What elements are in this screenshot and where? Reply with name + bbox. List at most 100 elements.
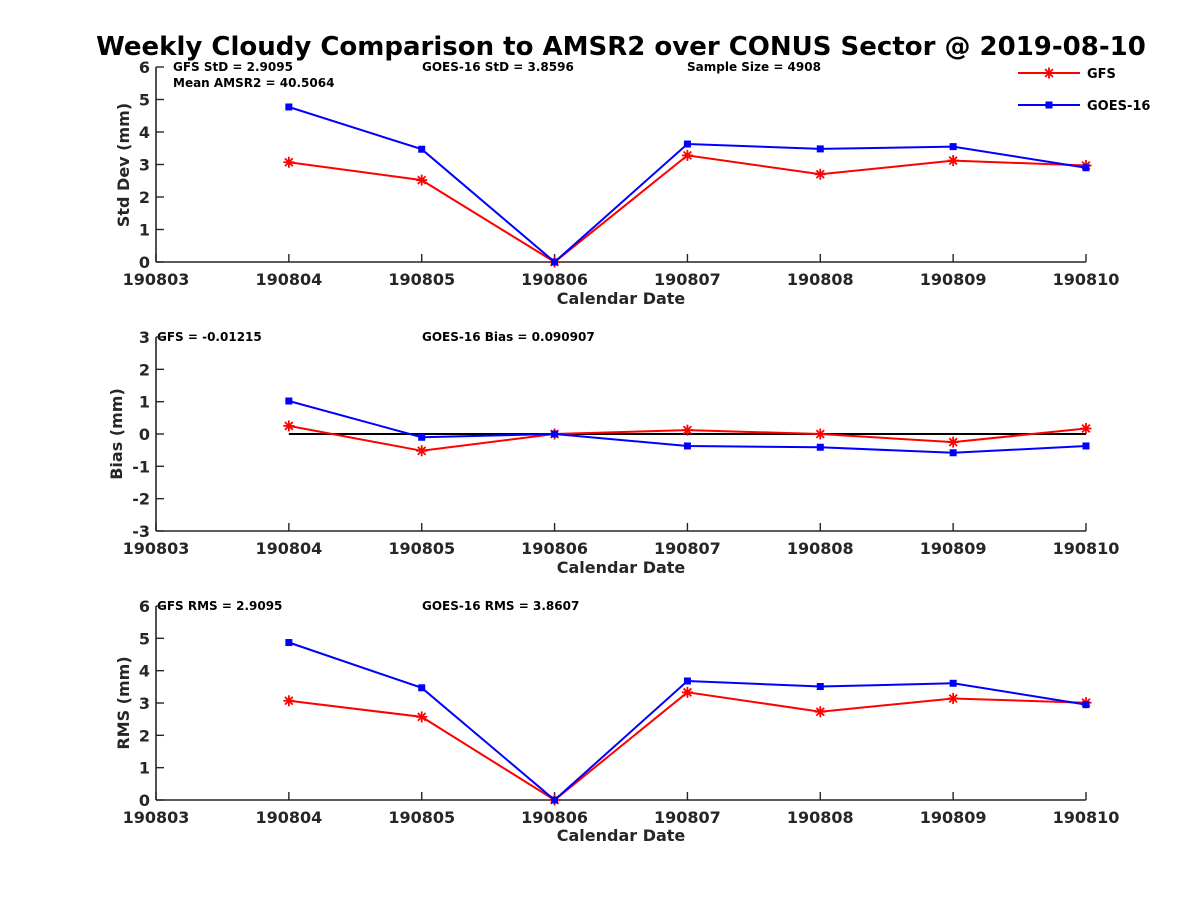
- y-axis-label: RMS (mm): [114, 656, 133, 749]
- y-tick-label: 1: [139, 759, 150, 778]
- legend-label-gfs: GFS: [1087, 67, 1116, 82]
- x-tick-label: 190804: [255, 270, 322, 289]
- y-tick-label: -3: [132, 522, 150, 541]
- data-point-goes16: [285, 639, 293, 647]
- x-tick-label: 190804: [255, 539, 322, 558]
- y-tick-label: 3: [139, 694, 150, 713]
- data-point-goes16: [683, 140, 691, 148]
- data-point-goes16: [551, 258, 559, 266]
- x-tick-label: 190807: [654, 270, 721, 289]
- x-tick-label: 190803: [123, 539, 190, 558]
- y-axis-label: Std Dev (mm): [114, 103, 133, 227]
- annotation-goes16-std: GOES-16 StD = 3.8596: [422, 60, 574, 74]
- y-tick-label: -1: [132, 457, 150, 476]
- data-point-gfs: [416, 174, 428, 186]
- x-tick-label: 190808: [787, 539, 854, 558]
- data-point-gfs: [416, 445, 428, 457]
- data-point-gfs: [814, 706, 826, 718]
- legend-marker-gfs: [1043, 67, 1055, 79]
- y-tick-label: 4: [139, 123, 150, 142]
- chart-title: Weekly Cloudy Comparison to AMSR2 over C…: [96, 32, 1146, 62]
- data-point-goes16: [816, 443, 824, 451]
- x-tick-label: 190805: [388, 808, 455, 827]
- x-tick-label: 190805: [388, 539, 455, 558]
- annotation-mean-amsr2: Mean AMSR2 = 40.5064: [173, 76, 334, 90]
- x-tick-label: 190805: [388, 270, 455, 289]
- data-point-gfs: [1080, 423, 1092, 435]
- data-point-gfs: [681, 149, 693, 161]
- x-tick-label: 190808: [787, 270, 854, 289]
- data-point-goes16: [1082, 442, 1090, 450]
- data-point-gfs: [283, 420, 295, 432]
- panel-rms: GFS RMS = 2.9095 GOES-16 RMS = 3.8607 Ca…: [114, 597, 1119, 845]
- data-point-gfs: [947, 436, 959, 448]
- data-point-goes16: [949, 143, 957, 151]
- legend: GFS GOES-16: [1018, 67, 1150, 114]
- x-tick-label: 190803: [123, 808, 190, 827]
- annotation-goes16-bias: GOES-16 Bias = 0.090907: [422, 330, 595, 344]
- data-point-goes16: [949, 679, 957, 687]
- data-point-gfs: [283, 695, 295, 707]
- panel-bias: GFS = -0.01215 GOES-16 Bias = 0.090907 C…: [107, 328, 1119, 577]
- data-point-goes16: [418, 145, 426, 153]
- data-point-gfs: [947, 155, 959, 167]
- legend-marker-symbol: [1045, 101, 1053, 109]
- x-tick-label: 190808: [787, 808, 854, 827]
- data-point-goes16: [1082, 701, 1090, 709]
- x-tick-label: 190806: [521, 539, 588, 558]
- legend-marker-goes16: [1045, 101, 1053, 109]
- x-axis-label: Calendar Date: [557, 826, 686, 845]
- y-tick-label: 0: [139, 791, 150, 810]
- x-tick-label: 190810: [1053, 808, 1120, 827]
- y-tick-label: 5: [139, 629, 150, 648]
- panel-std-dev: GFS StD = 2.9095 Mean AMSR2 = 40.5064 GO…: [114, 58, 1119, 308]
- data-point-gfs: [814, 168, 826, 180]
- data-point-gfs: [681, 424, 693, 436]
- series-line-goes16: [288, 641, 1087, 802]
- x-axis-label: Calendar Date: [557, 289, 686, 308]
- legend-label-goes16: GOES-16: [1087, 99, 1150, 114]
- y-tick-label: 1: [139, 221, 150, 240]
- y-tick-label: 3: [139, 328, 150, 347]
- annotation-gfs-bias: GFS = -0.01215: [157, 330, 262, 344]
- x-tick-label: 190810: [1053, 270, 1120, 289]
- y-tick-label: 5: [139, 91, 150, 110]
- y-tick-label: 2: [139, 726, 150, 745]
- y-tick-label: -2: [132, 490, 150, 509]
- y-tick-label: 0: [139, 253, 150, 272]
- x-tick-label: 190806: [521, 270, 588, 289]
- y-axis-label: Bias (mm): [107, 388, 126, 480]
- data-point-gfs: [814, 428, 826, 440]
- y-tick-label: 2: [139, 360, 150, 379]
- legend-marker-symbol: [1043, 67, 1055, 79]
- data-point-gfs: [947, 692, 959, 704]
- data-point-goes16: [816, 145, 824, 153]
- x-tick-label: 190809: [920, 808, 987, 827]
- x-tick-label: 190807: [654, 808, 721, 827]
- data-point-goes16: [285, 397, 293, 405]
- y-tick-label: 1: [139, 393, 150, 412]
- x-axis-label: Calendar Date: [557, 558, 686, 577]
- series-line-goes16: [288, 106, 1087, 264]
- data-point-goes16: [551, 430, 559, 438]
- x-tick-label: 190806: [521, 808, 588, 827]
- x-tick-label: 190809: [920, 270, 987, 289]
- data-point-goes16: [418, 684, 426, 692]
- data-point-gfs: [681, 686, 693, 698]
- y-tick-label: 0: [139, 425, 150, 444]
- data-point-gfs: [416, 711, 428, 723]
- data-point-goes16: [1082, 164, 1090, 172]
- y-tick-label: 4: [139, 662, 150, 681]
- y-tick-label: 2: [139, 188, 150, 207]
- data-point-goes16: [551, 796, 559, 804]
- series-line-gfs: [288, 154, 1087, 264]
- data-point-gfs: [283, 156, 295, 168]
- data-point-goes16: [683, 442, 691, 450]
- x-tick-label: 190804: [255, 808, 322, 827]
- data-point-goes16: [683, 677, 691, 685]
- data-point-goes16: [949, 449, 957, 457]
- annotation-sample-size: Sample Size = 4908: [687, 60, 821, 74]
- annotation-goes16-rms: GOES-16 RMS = 3.8607: [422, 599, 579, 613]
- y-tick-label: 3: [139, 156, 150, 175]
